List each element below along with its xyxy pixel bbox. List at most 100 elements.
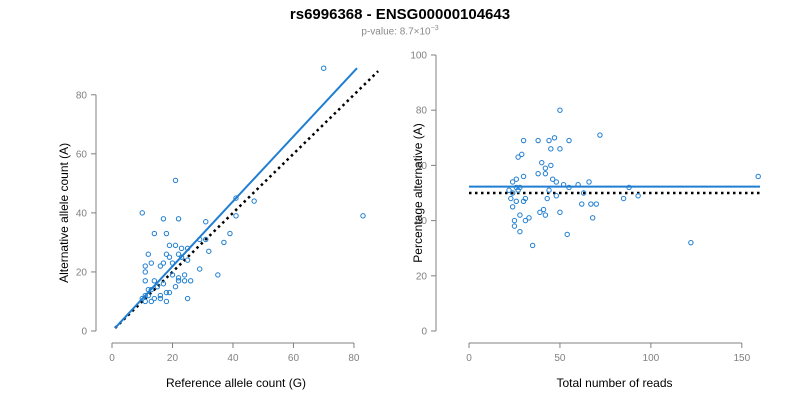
left-x-axis-title: Reference allele count (G) <box>166 376 306 390</box>
left-data-point <box>160 281 167 287</box>
left-data-point <box>142 278 148 284</box>
right-data-point <box>544 195 550 202</box>
left-x-tick-label: 20 <box>167 353 179 364</box>
left-data-point <box>148 298 155 305</box>
right-data-point <box>535 170 541 177</box>
left-data-point <box>175 275 182 281</box>
left-data-point <box>154 284 161 290</box>
left-data-point <box>181 278 188 284</box>
right-data-point <box>588 201 594 207</box>
left-data-point <box>142 269 148 275</box>
right-x-tick-label: 0 <box>466 353 472 364</box>
left-y-tick-label: 0 <box>81 327 87 338</box>
right-data-point <box>506 187 512 193</box>
left-data-point <box>175 251 182 257</box>
right-y-tick-label: 40 <box>416 216 428 227</box>
right-data-point <box>517 228 523 235</box>
right-data-point <box>549 176 556 182</box>
right-data-point <box>515 187 521 193</box>
right-data-point <box>548 162 554 169</box>
left-data-point <box>178 254 185 260</box>
left-data-point <box>157 292 164 299</box>
right-y-tick-label: 0 <box>421 327 427 338</box>
left-data-point <box>142 298 148 305</box>
right-data-point <box>635 193 641 199</box>
right-data-point <box>540 206 547 213</box>
right-data-point <box>508 195 514 202</box>
right-data-point <box>542 212 549 218</box>
right-data-point <box>564 231 570 238</box>
left-data-point <box>215 272 221 278</box>
left-scatter-plot: 0 20 40 60 80 0 20 40 60 80 Reference allele count… <box>57 65 380 390</box>
right-data-point <box>509 190 516 196</box>
right-data-point <box>688 239 694 246</box>
left-data-point <box>178 245 185 252</box>
right-data-point <box>529 242 536 249</box>
left-data-point <box>148 286 155 293</box>
right-y-tick-label: 60 <box>416 161 428 172</box>
right-data-point <box>509 179 516 185</box>
right-x-tick-label: 100 <box>643 353 660 364</box>
left-data-point <box>151 295 158 302</box>
right-data-point <box>520 173 527 180</box>
left-data-point <box>157 295 164 302</box>
left-reference-line <box>114 70 380 329</box>
left-data-point <box>139 210 145 216</box>
right-data-point <box>542 170 549 177</box>
left-data-point <box>145 251 151 257</box>
left-data-point <box>160 260 167 266</box>
right-data-point <box>566 137 572 144</box>
left-x-tick-label: 80 <box>348 353 360 364</box>
left-y-axis-title: Alternative allele count (A) <box>57 143 71 283</box>
left-y-tick-label: 80 <box>76 90 88 101</box>
right-data-point <box>557 146 563 152</box>
left-data-point <box>175 278 182 284</box>
chart-title: rs6996368 - ENSG00000104643 <box>289 6 511 23</box>
right-y-tick-label: 20 <box>416 271 428 282</box>
pvalue-subtitle: p-value: 8.7×10−3 <box>0 25 800 37</box>
left-data-point <box>184 295 191 302</box>
right-data-point <box>755 173 761 180</box>
left-data-point <box>251 198 257 204</box>
left-data-point <box>172 284 179 290</box>
right-x-axis-title: Total number of reads <box>556 376 672 390</box>
left-data-point <box>206 248 212 254</box>
left-data-point <box>187 278 194 284</box>
left-data-point <box>197 266 203 272</box>
left-data-point <box>175 216 182 222</box>
right-data-point <box>597 132 603 138</box>
right-data-point <box>593 201 600 207</box>
left-data-point <box>142 263 148 269</box>
left-data-point <box>203 236 209 243</box>
left-data-point <box>157 263 164 269</box>
right-data-point <box>548 146 554 152</box>
right-data-point <box>509 204 516 210</box>
right-data-point <box>579 201 585 207</box>
left-data-point <box>169 272 176 278</box>
left-data-point <box>151 278 158 284</box>
left-data-point <box>203 219 209 225</box>
right-data-point <box>586 179 592 185</box>
left-data-point <box>148 260 155 266</box>
right-data-point <box>557 107 563 113</box>
left-data-point <box>160 216 167 222</box>
right-data-point <box>520 137 527 144</box>
left-data-point <box>166 254 173 260</box>
right-y-tick-label: 80 <box>416 106 428 117</box>
right-data-point <box>522 217 529 224</box>
left-data-point <box>172 177 179 184</box>
pvalue-exponent: −3 <box>430 25 439 32</box>
left-x-tick-label: 40 <box>227 353 239 364</box>
right-data-point <box>537 209 543 216</box>
left-data-point <box>163 230 170 237</box>
right-data-point <box>511 217 518 224</box>
left-y-tick-label: 20 <box>76 267 88 278</box>
left-x-tick-label: 60 <box>288 353 300 364</box>
right-data-point <box>557 209 563 216</box>
left-data-point <box>181 272 188 278</box>
right-data-point <box>515 154 521 160</box>
left-data-point <box>151 230 158 237</box>
left-data-point <box>221 239 227 246</box>
right-x-tick-label: 150 <box>733 353 750 364</box>
